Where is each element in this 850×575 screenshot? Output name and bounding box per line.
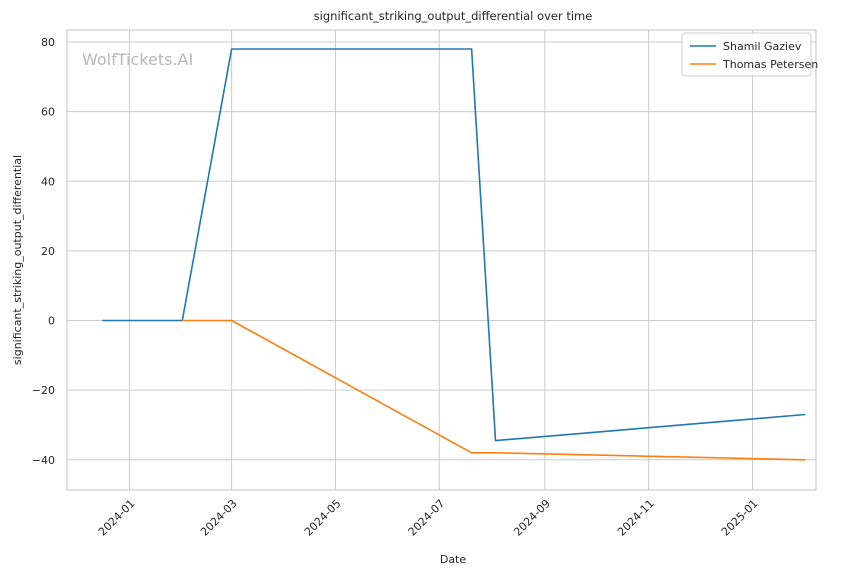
- x-tick-label: 2024-07: [406, 497, 448, 539]
- x-tick-label: 2025-01: [719, 497, 761, 539]
- series-line-1: [102, 48, 806, 442]
- series-layer: [102, 48, 806, 461]
- y-tick-label: −40: [32, 454, 55, 467]
- y-tick-label: −20: [32, 384, 55, 397]
- legend: Shamil Gaziev Thomas Petersen: [681, 32, 818, 77]
- y-tick-label: 80: [41, 36, 55, 49]
- x-tick-label: 2024-11: [615, 497, 657, 539]
- plot-frame: [66, 29, 817, 491]
- y-tick-label: 20: [41, 245, 55, 258]
- x-axis-ticks: 2024-01 2024-03 2024-05 2024-07 2024-09 2024-…: [96, 497, 761, 539]
- chart-title: significant_striking_output_differential…: [314, 9, 593, 23]
- y-tick-label: 60: [41, 106, 55, 119]
- legend-label: Thomas Petersen: [722, 58, 818, 71]
- watermark: WolfTickets.AI: [82, 50, 193, 69]
- legend-label: Shamil Gaziev: [723, 40, 802, 53]
- x-tick-label: 2024-01: [96, 497, 138, 539]
- x-tick-label: 2024-05: [302, 497, 344, 539]
- y-tick-label: 0: [48, 315, 55, 328]
- x-tick-label: 2024-03: [198, 497, 240, 539]
- y-axis-ticks: 80 60 40 20 0 −20 −40: [32, 36, 55, 467]
- y-axis-label: significant_striking_output_differential: [11, 155, 24, 365]
- y-tick-label: 40: [41, 175, 55, 188]
- x-axis-label: Date: [440, 553, 467, 566]
- x-tick-label: 2024-09: [511, 497, 553, 539]
- series-line-2: [182, 319, 806, 461]
- legend-box: [681, 32, 812, 77]
- grid: [67, 30, 816, 490]
